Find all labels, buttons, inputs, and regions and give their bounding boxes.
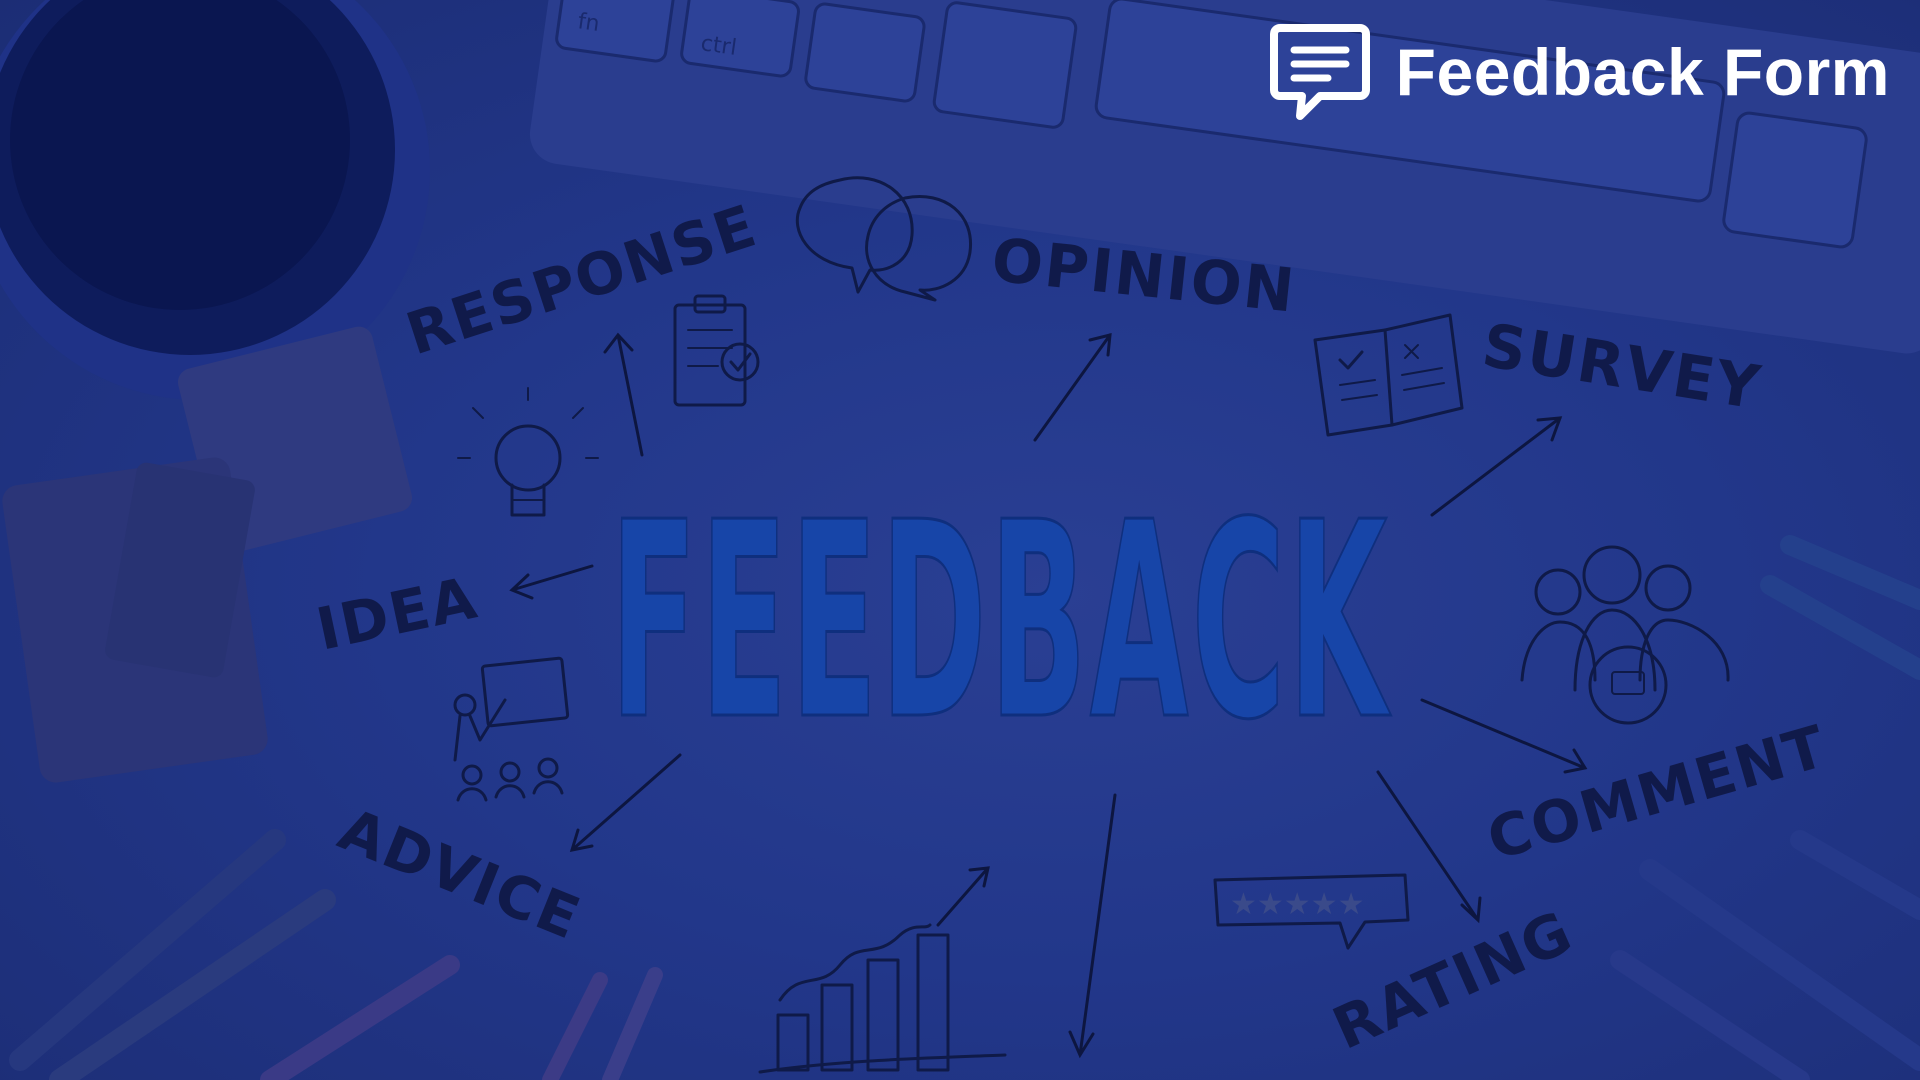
star-rating-icon: ★★★★★ bbox=[1213, 873, 1410, 950]
header-brand: Feedback Form bbox=[1269, 22, 1890, 122]
people-group-icon bbox=[1520, 545, 1730, 725]
arrow-survey bbox=[1430, 416, 1563, 517]
rating-label: RATING bbox=[1323, 897, 1583, 1063]
idea-label: IDEA bbox=[311, 563, 484, 663]
arrow-advice bbox=[569, 753, 682, 852]
response-label: RESPONSE bbox=[398, 191, 765, 368]
comment-label: COMMENT bbox=[1480, 712, 1834, 874]
svg-text:★★★★★: ★★★★★ bbox=[1230, 887, 1364, 922]
arrow-response bbox=[603, 332, 644, 457]
presentation-icon bbox=[453, 656, 570, 802]
arrow-rating bbox=[1376, 770, 1482, 924]
arrow-growth bbox=[936, 866, 990, 927]
speech-bubbles-icon bbox=[795, 176, 973, 302]
arrow-comment bbox=[1420, 698, 1588, 774]
arrow-down bbox=[1068, 793, 1117, 1059]
advice-label: ADVICE bbox=[330, 795, 591, 953]
keyboard-icon: fn ctrl bbox=[529, 0, 1920, 354]
feedback-main-word: FEEDBACK bbox=[610, 464, 1392, 779]
pencils-icon bbox=[9, 535, 1920, 1080]
lightbulb-icon bbox=[457, 387, 599, 517]
chat-bubble-lines-icon bbox=[1269, 24, 1370, 120]
growth-chart-icon bbox=[758, 923, 1007, 1074]
survey-book-icon bbox=[1313, 313, 1464, 437]
arrow-idea bbox=[509, 564, 594, 600]
key-ctrl-label: ctrl bbox=[699, 31, 738, 61]
sticky-notes-icon bbox=[2, 326, 413, 783]
page-title: Feedback Form bbox=[1395, 35, 1890, 109]
arrow-opinion bbox=[1033, 333, 1112, 442]
key-fn-label: fn bbox=[576, 9, 601, 37]
arrows bbox=[509, 332, 1588, 1059]
coffee-cup-icon bbox=[0, 0, 430, 400]
clipboard-icon bbox=[673, 294, 760, 407]
